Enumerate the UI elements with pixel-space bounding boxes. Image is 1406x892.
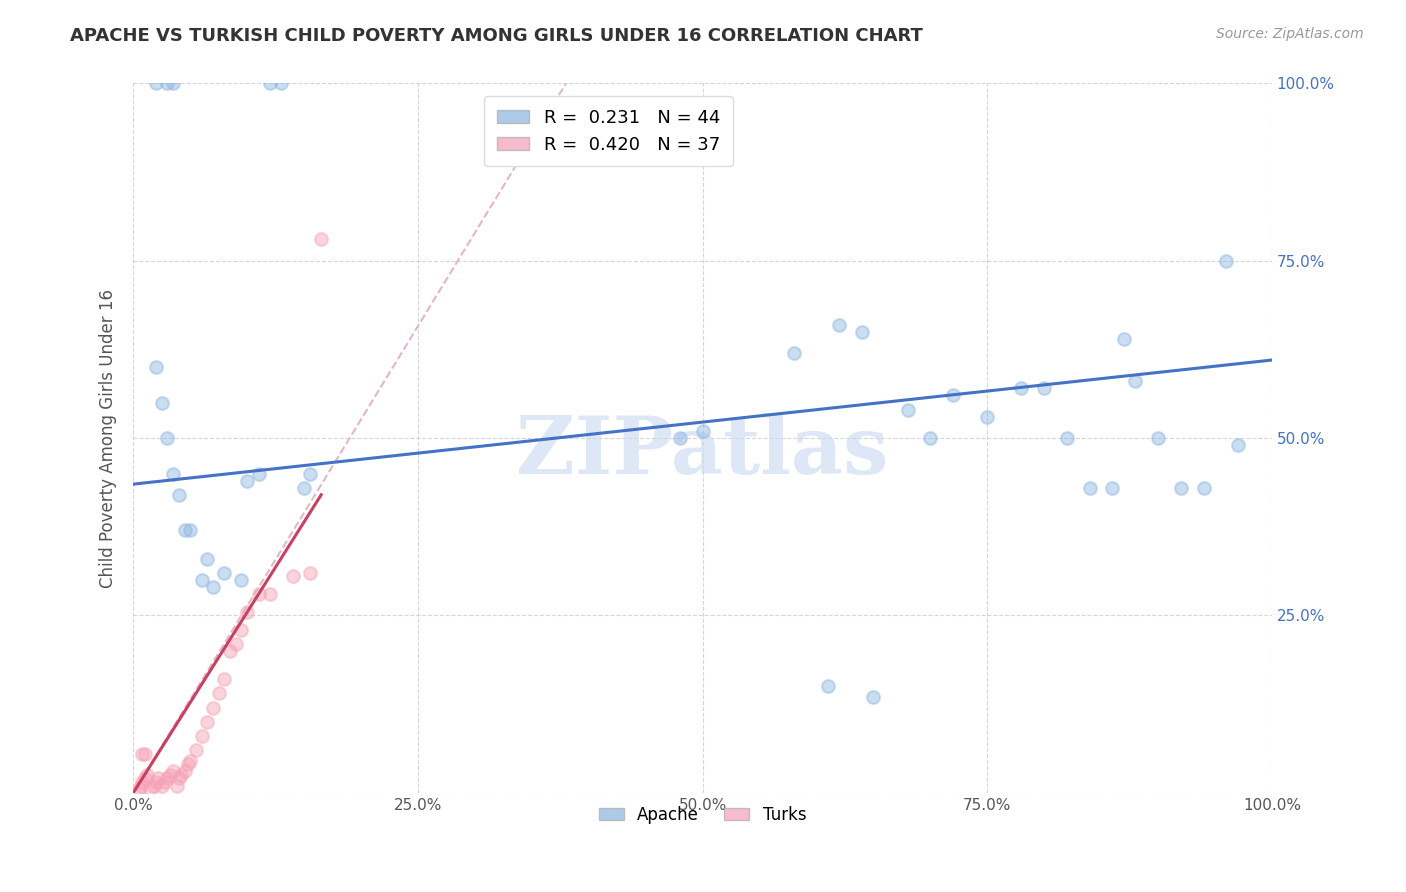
Point [214,566,236,580]
Point [1078,481,1101,495]
Point [1192,481,1215,495]
Point [692,424,714,438]
Point [669,431,692,445]
Point [129,779,152,793]
Point [179,523,201,537]
Point [136,768,159,782]
Point [150,395,173,409]
Point [828,318,851,332]
Point [159,768,181,782]
Point [150,779,173,793]
Point [1010,381,1032,395]
Point [225,637,247,651]
Point [920,431,942,445]
Point [1056,431,1078,445]
Point [851,325,873,339]
Point [202,700,225,714]
Point [128,782,150,797]
Point [195,551,218,566]
Point [247,467,270,481]
Point [862,690,884,704]
Point [184,743,207,757]
Point [247,587,270,601]
Point [208,686,231,700]
Point [167,488,190,502]
Point [179,754,201,768]
Point [259,77,281,91]
Point [270,77,292,91]
Point [783,346,806,360]
Point [214,672,236,686]
Point [1226,438,1249,452]
Point [976,409,998,424]
Point [156,772,179,786]
Point [131,747,153,761]
Point [173,764,195,779]
Point [145,775,167,789]
Point [281,569,304,583]
Point [896,402,918,417]
Point [177,757,200,772]
Legend: Apache, Turks: Apache, Turks [589,796,817,834]
Point [145,360,167,375]
Point [236,605,259,619]
Text: APACHE VS TURKISH CHILD POVERTY AMONG GIRLS UNDER 16 CORRELATION CHART: APACHE VS TURKISH CHILD POVERTY AMONG GI… [70,27,924,45]
Point [170,768,193,782]
Point [131,775,153,789]
Point [190,573,212,587]
Point [156,431,179,445]
Point [942,388,965,402]
Point [162,467,184,481]
Point [1147,431,1170,445]
Text: ZIPatlas: ZIPatlas [516,413,889,491]
Point [1123,374,1146,388]
Point [156,77,179,91]
Point [1215,253,1237,268]
Point [190,729,212,743]
Point [298,467,321,481]
Point [202,580,225,594]
Point [142,779,165,793]
Point [1112,332,1135,346]
Point [231,573,253,587]
Point [259,587,281,601]
Point [1101,481,1123,495]
Point [195,714,218,729]
Point [134,747,156,761]
Point [292,481,315,495]
Point [134,772,156,786]
Point [166,779,188,793]
Point [236,474,259,488]
Point [173,523,195,537]
Y-axis label: Child Poverty Among Girls Under 16: Child Poverty Among Girls Under 16 [100,288,117,588]
Text: Source: ZipAtlas.com: Source: ZipAtlas.com [1216,27,1364,41]
Point [167,772,190,786]
Point [298,566,321,580]
Point [231,623,253,637]
Point [148,772,170,786]
Point [155,775,177,789]
Point [1170,481,1192,495]
Point [145,77,167,91]
Point [219,644,242,658]
Point [162,77,184,91]
Point [162,764,184,779]
Point [817,679,839,693]
Point [309,232,332,246]
Point [139,782,162,797]
Point [1033,381,1056,395]
